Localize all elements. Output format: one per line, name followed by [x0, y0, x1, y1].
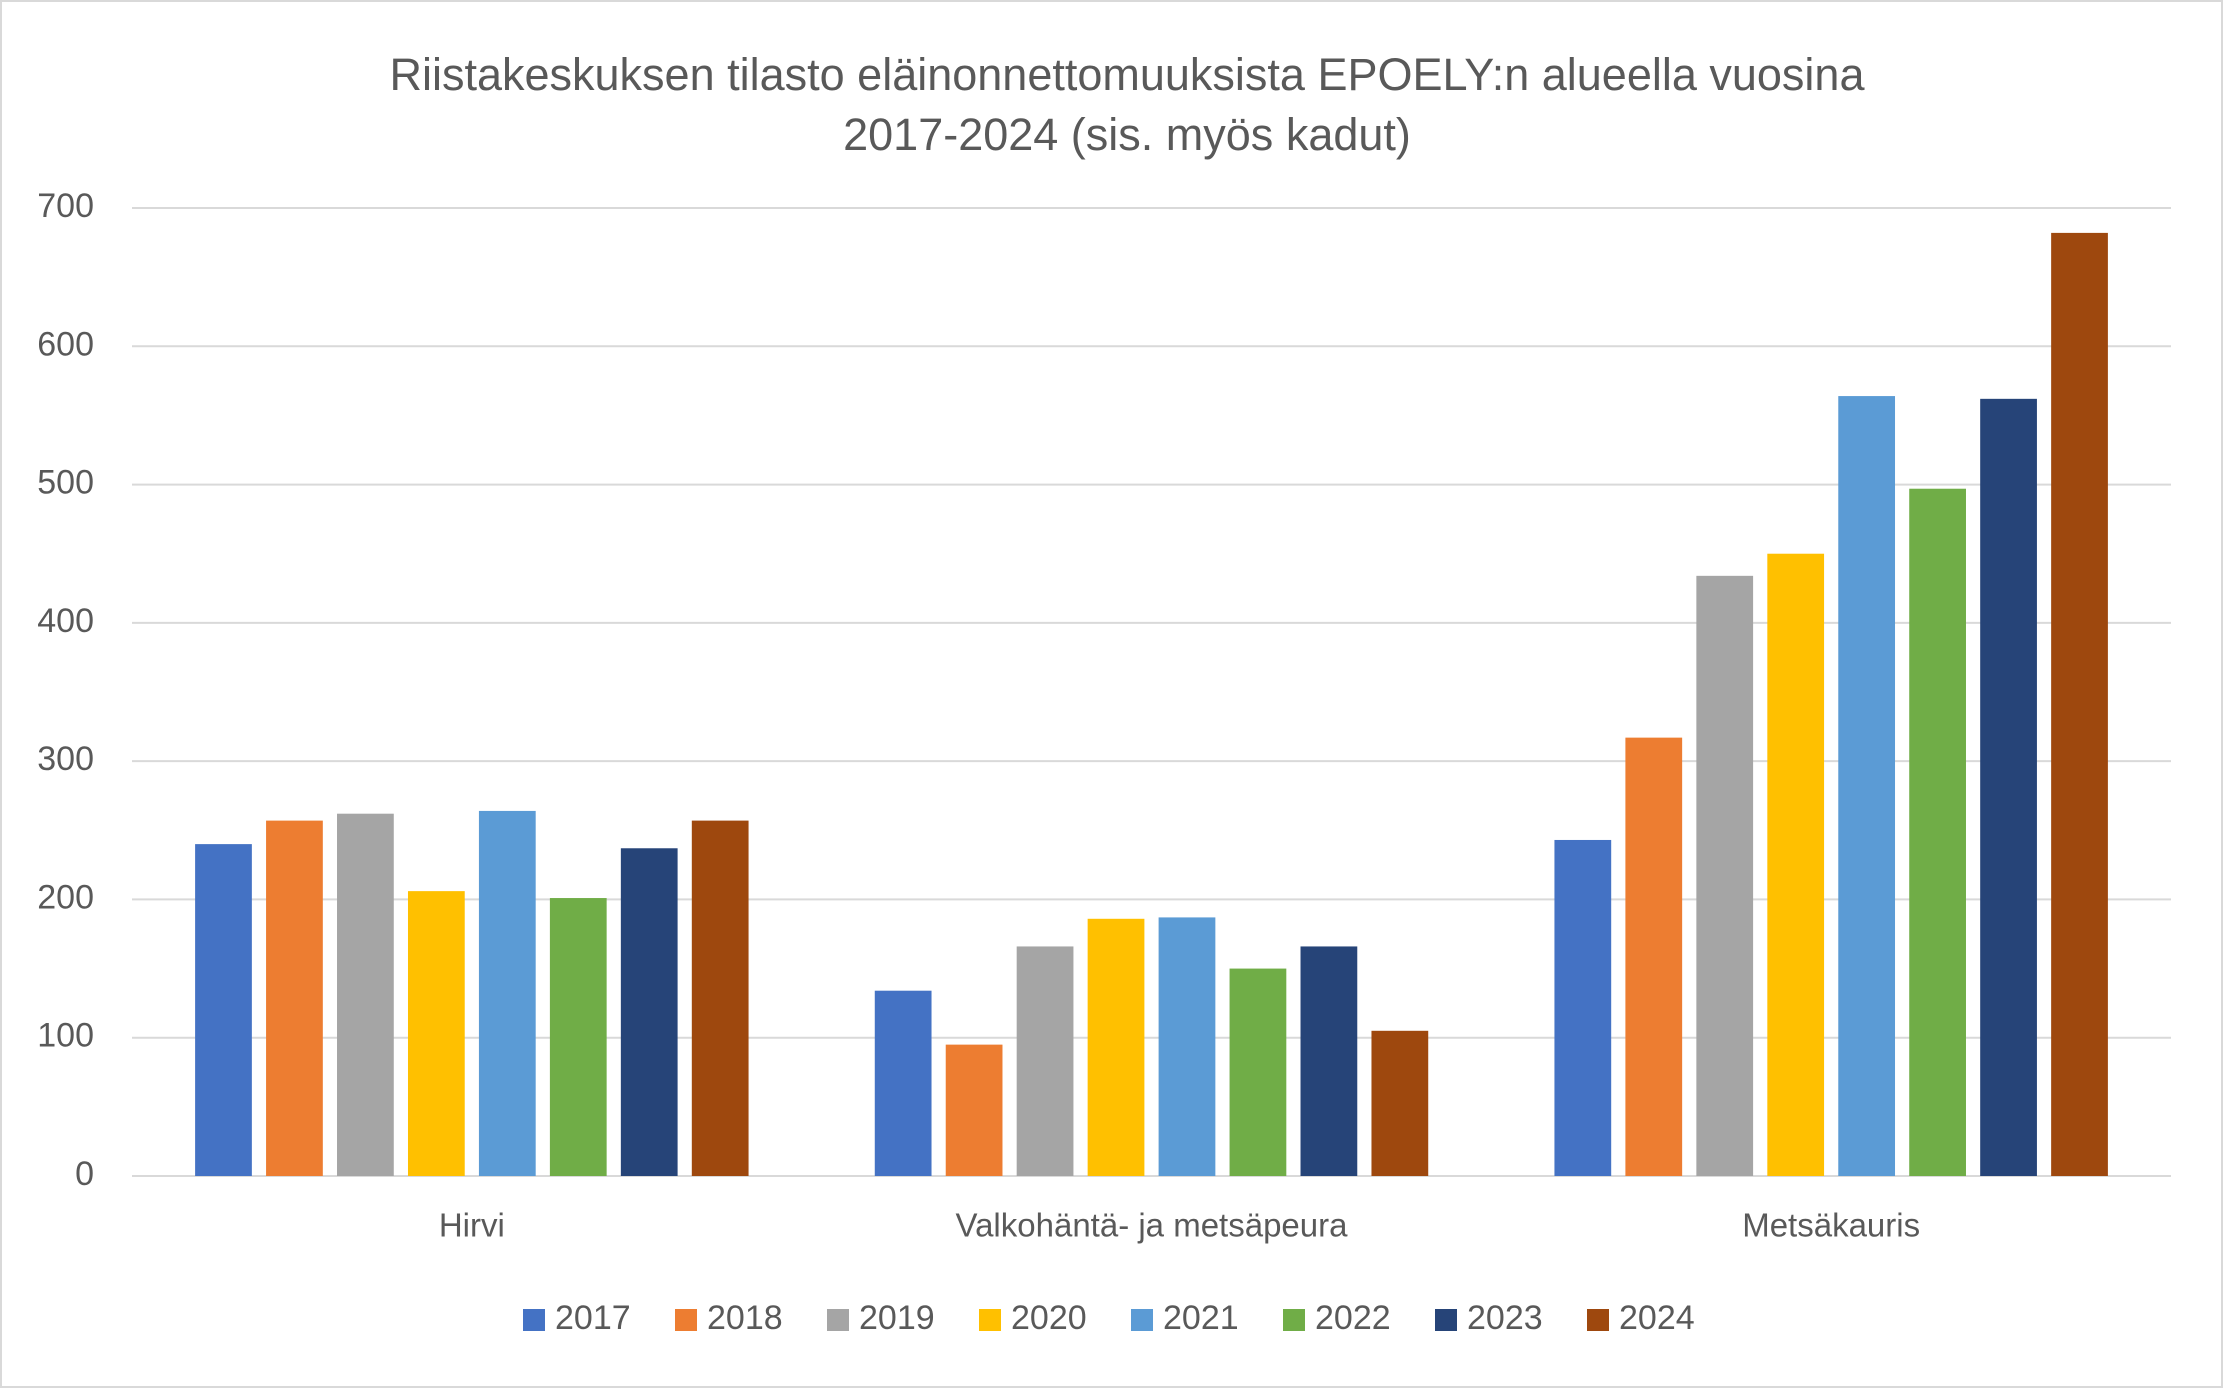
legend-swatch [1131, 1309, 1153, 1331]
y-tick-label: 600 [37, 325, 94, 363]
legend-label: 2021 [1163, 1299, 1239, 1337]
legend-label: 2020 [1011, 1299, 1087, 1337]
bar [1625, 737, 1683, 1176]
bar [1696, 575, 1754, 1176]
x-tick-label: Valkohäntä- ja metsäpeura [956, 1207, 1349, 1244]
legend-swatch [675, 1309, 697, 1331]
legend-label: 2018 [707, 1299, 783, 1337]
y-tick-label: 500 [37, 464, 94, 502]
y-tick-label: 300 [37, 740, 94, 778]
bar [1371, 1030, 1429, 1176]
bar [874, 990, 932, 1176]
legend-swatch [979, 1309, 1001, 1331]
bar [1229, 968, 1287, 1176]
bar [1767, 553, 1825, 1176]
bar [1016, 946, 1074, 1176]
legend-label: 2019 [859, 1299, 935, 1337]
chart-title: Riistakeskuksen tilasto eläinonnettomuuk… [389, 49, 1865, 100]
legend-swatch [1587, 1309, 1609, 1331]
legend-swatch [523, 1309, 545, 1331]
legend-swatch [827, 1309, 849, 1331]
bar [478, 810, 536, 1176]
bar [1300, 946, 1358, 1176]
y-tick-label: 700 [37, 187, 94, 225]
bar [1980, 398, 2037, 1176]
bar [1909, 488, 1966, 1177]
legend-swatch [1435, 1309, 1457, 1331]
x-tick-label: Hirvi [439, 1207, 505, 1244]
chart-title: 2017-2024 (sis. myös kadut) [843, 109, 1411, 160]
bar [1087, 918, 1145, 1176]
legend-swatch [1283, 1309, 1305, 1331]
bar [691, 820, 749, 1176]
legend-label: 2023 [1467, 1299, 1543, 1337]
y-tick-label: 100 [37, 1017, 94, 1055]
bar [549, 898, 607, 1176]
bar [945, 1044, 1003, 1176]
bar [1838, 396, 1896, 1176]
bar [266, 820, 323, 1176]
bar [2051, 232, 2108, 1177]
bar [1554, 839, 1612, 1176]
legend-label: 2024 [1619, 1299, 1695, 1337]
bar [195, 844, 252, 1176]
legend-label: 2017 [555, 1299, 631, 1337]
bar [620, 848, 678, 1176]
legend-label: 2022 [1315, 1299, 1391, 1337]
y-tick-label: 400 [37, 602, 94, 640]
y-tick-label: 0 [75, 1155, 94, 1193]
bar [1158, 917, 1216, 1176]
x-tick-label: Metsäkauris [1742, 1207, 1920, 1244]
bar [407, 891, 465, 1176]
y-tick-label: 200 [37, 878, 94, 916]
bar [337, 813, 394, 1176]
